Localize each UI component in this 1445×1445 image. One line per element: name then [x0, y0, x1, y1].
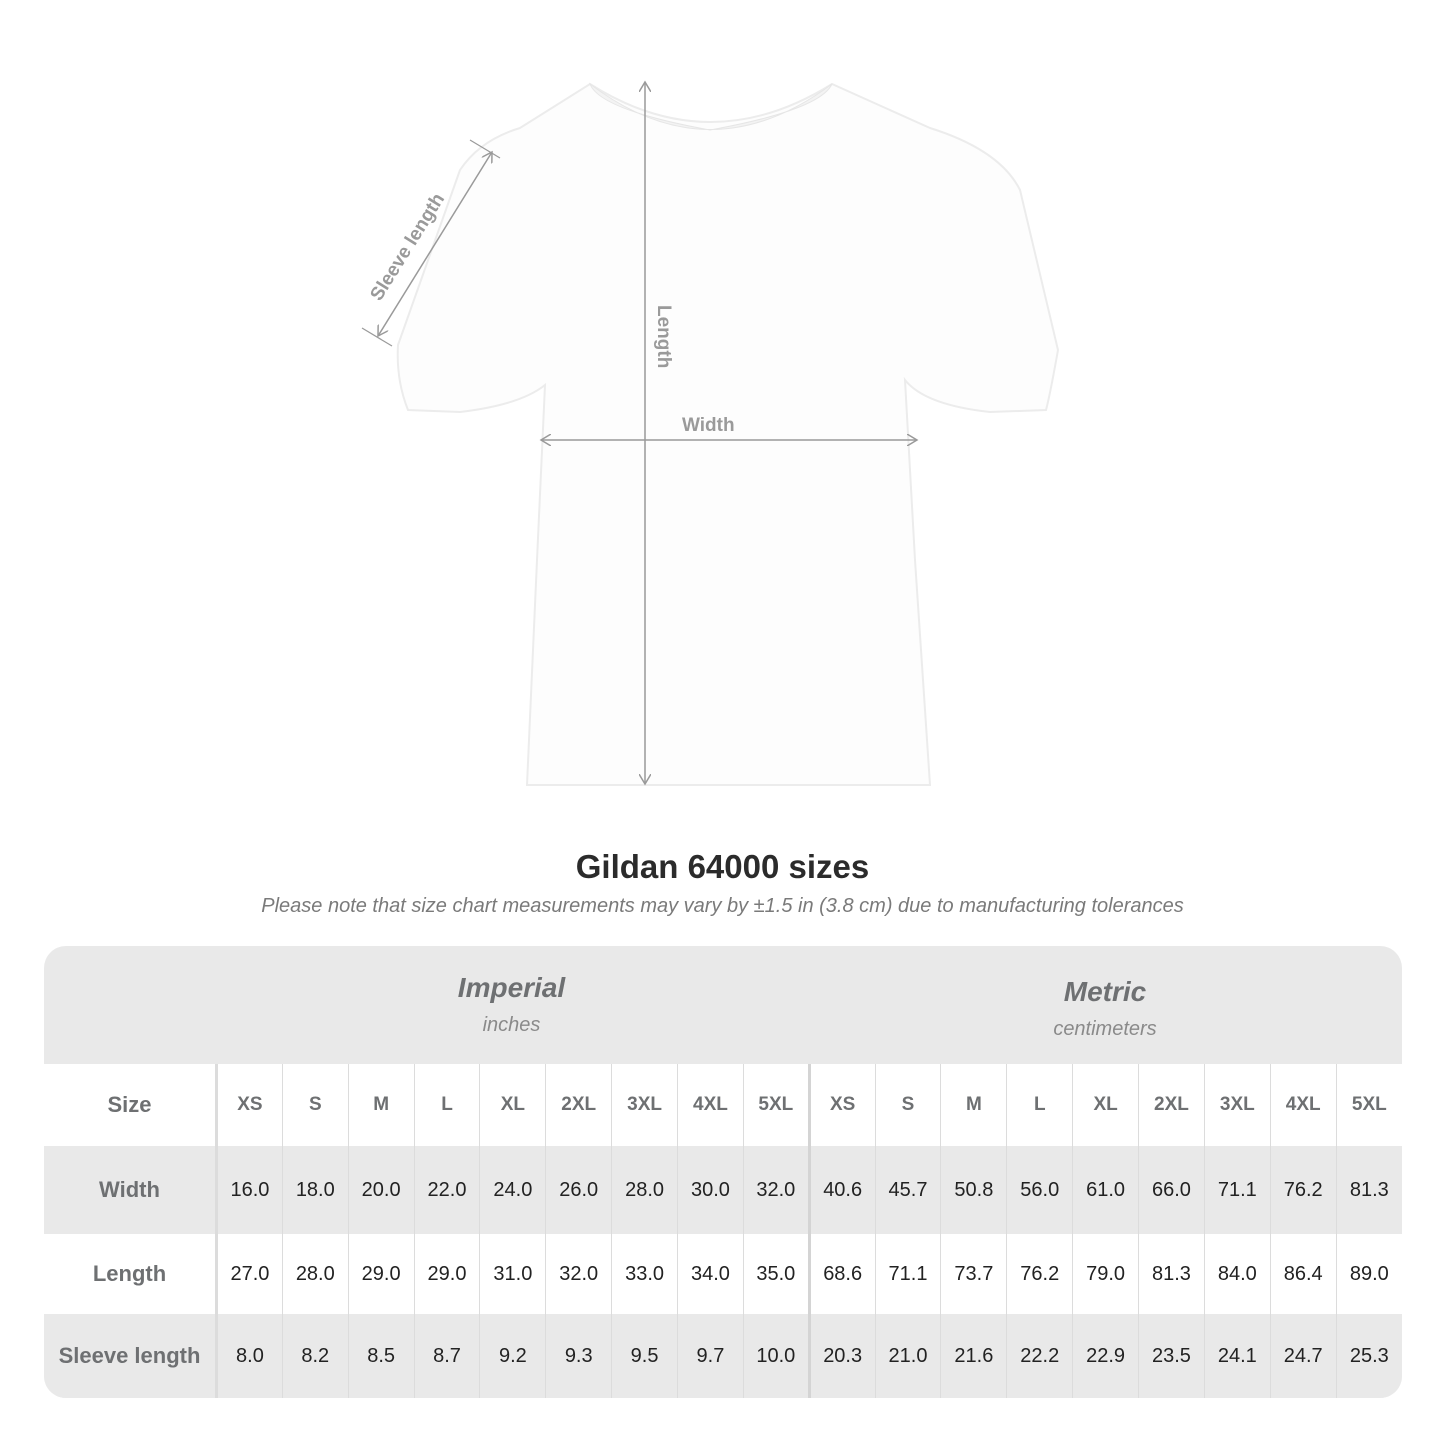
metric-value: 81.3	[1138, 1234, 1205, 1314]
imperial-value: 9.7	[677, 1314, 744, 1398]
imperial-value: 8.2	[281, 1314, 349, 1398]
metric-value: 86.4	[1269, 1234, 1337, 1314]
imperial-value: 20.0	[347, 1146, 415, 1234]
imperial-size-m: M	[347, 1064, 415, 1146]
imperial-size-s: S	[281, 1064, 349, 1146]
imperial-value: 28.0	[611, 1146, 678, 1234]
metric-size-2xl: 2XL	[1138, 1064, 1205, 1146]
metric-value: 71.1	[1203, 1146, 1271, 1234]
size-grid: Size XS S M L XL 2XL 3XL 4XL 5XL XS S M L XL 2XL 3XL 4XL 5…	[44, 1064, 1402, 1398]
imperial-value: 32.0	[545, 1234, 612, 1314]
size-header-row: Size XS S M L XL 2XL 3XL 4XL 5XL XS S M L XL 2XL 3XL 4XL 5…	[44, 1064, 1402, 1146]
metric-value: 79.0	[1072, 1234, 1139, 1314]
metric-value: 50.8	[940, 1146, 1007, 1234]
imperial-size-2xl: 2XL	[545, 1064, 612, 1146]
imperial-value: 33.0	[611, 1234, 678, 1314]
imperial-value: 10.0	[742, 1314, 810, 1398]
row-label: Length	[44, 1234, 218, 1314]
length-label: Length	[653, 305, 674, 368]
metric-size-l: L	[1006, 1064, 1073, 1146]
imperial-value: 27.0	[216, 1234, 283, 1314]
imperial-value: 18.0	[281, 1146, 349, 1234]
imperial-value: 31.0	[479, 1234, 546, 1314]
metric-value: 73.7	[940, 1234, 1007, 1314]
imperial-value: 9.5	[611, 1314, 678, 1398]
metric-size-m: M	[940, 1064, 1007, 1146]
imperial-size-5xl: 5XL	[742, 1064, 810, 1146]
imperial-value: 8.5	[347, 1314, 415, 1398]
table-row: Width 16.0 18.0 20.0 22.0 24.0 26.0 28.0 30.0 32.…	[44, 1146, 1402, 1234]
metric-value: 68.6	[807, 1234, 876, 1314]
metric-value: 45.7	[874, 1146, 941, 1234]
imperial-value: 8.0	[216, 1314, 283, 1398]
metric-value: 21.6	[940, 1314, 1007, 1398]
metric-value: 40.6	[807, 1146, 876, 1234]
metric-value: 22.9	[1072, 1314, 1139, 1398]
imperial-size-l: L	[413, 1064, 480, 1146]
metric-value: 24.1	[1203, 1314, 1271, 1398]
sleeve-arrow	[378, 152, 492, 336]
metric-size-xl: XL	[1072, 1064, 1139, 1146]
metric-value: 56.0	[1006, 1146, 1073, 1234]
metric-value: 76.2	[1269, 1146, 1337, 1234]
imperial-value: 29.0	[413, 1234, 480, 1314]
size-label: Size	[44, 1064, 218, 1146]
metric-value: 66.0	[1138, 1146, 1205, 1234]
metric-header: Metric centimeters	[808, 946, 1402, 1094]
metric-value: 25.3	[1335, 1314, 1402, 1398]
imperial-value: 29.0	[347, 1234, 415, 1314]
metric-value: 76.2	[1006, 1234, 1073, 1314]
imperial-value: 22.0	[413, 1146, 480, 1234]
table-row: Length 27.0 28.0 29.0 29.0 31.0 32.0 33.0 34.0 35…	[44, 1234, 1402, 1314]
metric-value: 84.0	[1203, 1234, 1271, 1314]
imperial-value: 9.2	[479, 1314, 546, 1398]
metric-unit: centimeters	[1053, 1018, 1157, 1040]
width-label: Width	[682, 415, 735, 436]
imperial-value: 16.0	[216, 1146, 283, 1234]
metric-value: 22.2	[1006, 1314, 1073, 1398]
imperial-value: 34.0	[677, 1234, 744, 1314]
metric-title: Metric	[1063, 976, 1147, 1007]
row-label: Width	[44, 1146, 218, 1234]
imperial-value: 28.0	[281, 1234, 349, 1314]
imperial-size-3xl: 3XL	[611, 1064, 678, 1146]
imperial-size-4xl: 4XL	[677, 1064, 744, 1146]
metric-size-5xl: 5XL	[1335, 1064, 1402, 1146]
imperial-value: 24.0	[479, 1146, 546, 1234]
imperial-unit: inches	[482, 1014, 541, 1036]
metric-value: 21.0	[874, 1314, 941, 1398]
tolerance-note: Please note that size chart measurements…	[261, 895, 1184, 917]
imperial-value: 35.0	[742, 1234, 810, 1314]
page-title: Gildan 64000 sizes	[575, 848, 870, 885]
metric-value: 20.3	[807, 1314, 876, 1398]
metric-size-s: S	[874, 1064, 941, 1146]
tshirt-diagram: Length Width Sleeve length	[361, 0, 1060, 786]
imperial-title: Imperial	[457, 972, 566, 1003]
metric-size-3xl: 3XL	[1203, 1064, 1271, 1146]
metric-size-4xl: 4XL	[1269, 1064, 1337, 1146]
metric-size-xs: XS	[807, 1064, 876, 1146]
size-table: Imperial inches Metric centimeters Size X…	[44, 946, 1402, 1398]
metric-value: 71.1	[874, 1234, 941, 1314]
imperial-value: 26.0	[545, 1146, 612, 1234]
imperial-size-xs: XS	[216, 1064, 283, 1146]
metric-value: 81.3	[1335, 1146, 1402, 1234]
metric-value: 23.5	[1138, 1314, 1205, 1398]
imperial-size-xl: XL	[479, 1064, 546, 1146]
imperial-value: 9.3	[545, 1314, 612, 1398]
table-row: Sleeve length 8.0 8.2 8.5 8.7 9.2 9.3 9.5 9.7 10.…	[44, 1314, 1402, 1398]
metric-value: 24.7	[1269, 1314, 1337, 1398]
imperial-value: 32.0	[742, 1146, 810, 1234]
imperial-value: 30.0	[677, 1146, 744, 1234]
imperial-header: Imperial inches	[215, 946, 808, 1090]
metric-value: 61.0	[1072, 1146, 1139, 1234]
metric-value: 89.0	[1335, 1234, 1402, 1314]
imperial-value: 8.7	[413, 1314, 480, 1398]
row-label: Sleeve length	[44, 1314, 218, 1398]
